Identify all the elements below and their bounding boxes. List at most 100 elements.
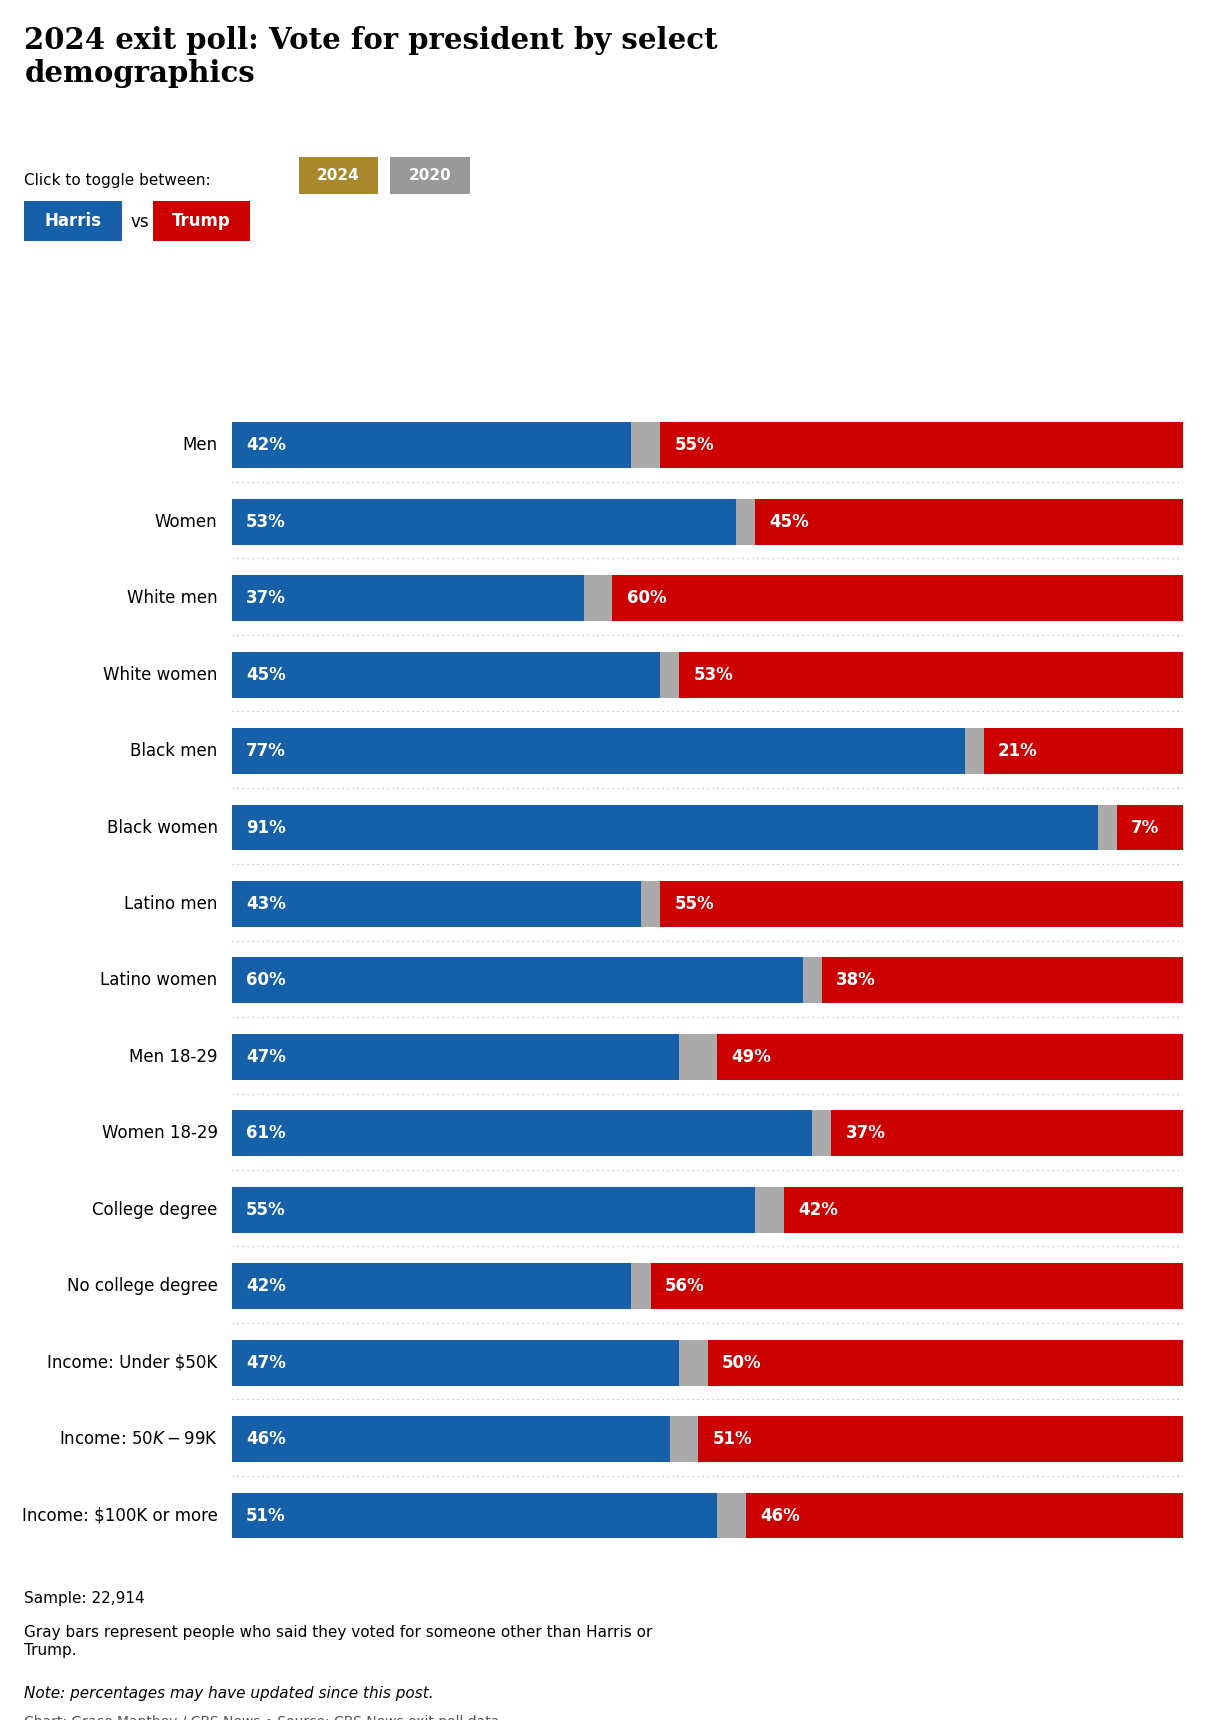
Bar <box>660 881 1183 927</box>
Bar <box>717 1034 1183 1080</box>
Bar <box>232 1416 670 1462</box>
Text: Gray bars represent people who said they voted for someone other than Harris or
: Gray bars represent people who said they… <box>24 1625 653 1658</box>
Text: 46%: 46% <box>760 1507 799 1524</box>
Bar <box>813 1111 831 1156</box>
Text: Chart: Grace Manthey / CBS News • Source: CBS News exit poll data: Chart: Grace Manthey / CBS News • Source… <box>24 1715 500 1720</box>
Bar <box>803 958 822 1003</box>
Text: 51%: 51% <box>246 1507 285 1524</box>
Bar <box>717 1493 745 1538</box>
Bar <box>640 881 660 927</box>
Text: 37%: 37% <box>246 590 285 607</box>
Bar <box>965 728 983 774</box>
Text: 42%: 42% <box>798 1201 838 1219</box>
Text: 46%: 46% <box>246 1429 285 1448</box>
Text: 91%: 91% <box>246 819 285 836</box>
Bar <box>755 1187 783 1233</box>
Bar <box>232 574 584 621</box>
Bar <box>232 1262 632 1309</box>
Text: Income: $50K-$99K: Income: $50K-$99K <box>59 1429 217 1448</box>
Bar <box>584 574 612 621</box>
Text: 55%: 55% <box>246 1201 285 1219</box>
Text: White women: White women <box>104 666 217 683</box>
Bar <box>736 499 755 545</box>
Text: 51%: 51% <box>712 1429 752 1448</box>
Text: 37%: 37% <box>845 1125 886 1142</box>
Text: vs: vs <box>131 213 149 230</box>
Bar <box>232 499 736 545</box>
Text: Harris: Harris <box>45 212 101 230</box>
Text: 77%: 77% <box>246 741 285 760</box>
Text: Men 18-29: Men 18-29 <box>129 1047 217 1066</box>
Bar <box>708 1340 1183 1386</box>
Text: 42%: 42% <box>246 437 285 454</box>
Text: College degree: College degree <box>93 1201 217 1219</box>
Text: Women: Women <box>155 513 217 531</box>
Text: Men: Men <box>183 437 217 454</box>
Text: 61%: 61% <box>246 1125 285 1142</box>
Text: 2024 exit poll: Vote for president by select
demographics: 2024 exit poll: Vote for president by se… <box>24 26 719 88</box>
Text: Trump: Trump <box>172 212 231 230</box>
Bar <box>650 1262 1183 1309</box>
Text: Sample: 22,914: Sample: 22,914 <box>24 1591 145 1606</box>
Bar <box>783 1187 1183 1233</box>
Text: White men: White men <box>127 590 217 607</box>
Text: 2020: 2020 <box>409 167 451 182</box>
Text: 60%: 60% <box>246 972 285 989</box>
Text: 7%: 7% <box>1131 819 1159 836</box>
Bar <box>1116 805 1183 850</box>
Bar <box>232 805 1098 850</box>
Text: 47%: 47% <box>246 1354 285 1371</box>
Bar <box>232 881 640 927</box>
Bar <box>755 499 1183 545</box>
Text: Income: Under $50K: Income: Under $50K <box>48 1354 217 1371</box>
Text: 60%: 60% <box>627 590 666 607</box>
Bar <box>660 652 680 698</box>
Text: Black women: Black women <box>106 819 217 836</box>
Text: Note: percentages may have updated since this post.: Note: percentages may have updated since… <box>24 1686 434 1701</box>
Bar <box>232 1340 680 1386</box>
Text: Latino women: Latino women <box>100 972 217 989</box>
Bar <box>660 423 1183 468</box>
Bar <box>232 1111 813 1156</box>
Text: 53%: 53% <box>246 513 285 531</box>
Bar <box>232 958 803 1003</box>
Bar <box>745 1493 1183 1538</box>
Bar <box>232 1034 680 1080</box>
Text: 53%: 53% <box>693 666 733 683</box>
Text: 42%: 42% <box>246 1278 285 1295</box>
Text: Women 18-29: Women 18-29 <box>101 1125 217 1142</box>
Bar <box>831 1111 1183 1156</box>
Text: 50%: 50% <box>722 1354 761 1371</box>
Bar <box>670 1416 698 1462</box>
Bar <box>232 423 632 468</box>
Bar <box>632 1262 650 1309</box>
Text: 38%: 38% <box>836 972 876 989</box>
Bar <box>232 728 965 774</box>
Text: 45%: 45% <box>770 513 809 531</box>
Text: No college degree: No college degree <box>67 1278 217 1295</box>
Bar <box>632 423 660 468</box>
Text: Black men: Black men <box>131 741 217 760</box>
Text: 55%: 55% <box>675 894 714 913</box>
Bar <box>680 1034 717 1080</box>
Text: Income: $100K or more: Income: $100K or more <box>22 1507 217 1524</box>
Text: 47%: 47% <box>246 1047 285 1066</box>
Text: 45%: 45% <box>246 666 285 683</box>
Bar <box>680 652 1183 698</box>
Text: 2024: 2024 <box>317 167 360 182</box>
Text: 55%: 55% <box>675 437 714 454</box>
Bar <box>232 652 660 698</box>
Bar <box>822 958 1183 1003</box>
Bar <box>698 1416 1183 1462</box>
Text: 56%: 56% <box>665 1278 704 1295</box>
Text: 43%: 43% <box>246 894 285 913</box>
Bar <box>612 574 1183 621</box>
Text: 21%: 21% <box>998 741 1037 760</box>
Bar <box>983 728 1183 774</box>
Text: 49%: 49% <box>732 1047 771 1066</box>
Text: Click to toggle between:: Click to toggle between: <box>24 174 211 187</box>
Bar <box>680 1340 708 1386</box>
Text: Latino men: Latino men <box>124 894 217 913</box>
Bar <box>232 1187 755 1233</box>
Bar <box>1098 805 1116 850</box>
